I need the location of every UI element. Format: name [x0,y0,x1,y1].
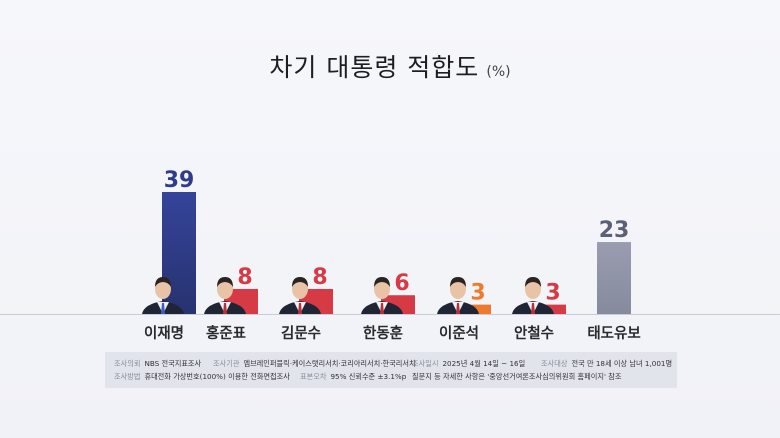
category-label-2: 홍준표 [206,324,246,342]
survey-date: 조사일시 2025년 4월 14일 ~ 16일 [412,359,526,368]
survey-info-footer: 조사의뢰 NBS 전국지표조사 조사기관 엠브레인퍼블릭·케이스탯리서치·코리아리서… [105,352,677,388]
candidate-photo-6 [512,277,554,314]
value-label-1: 39 [164,168,195,193]
candidate-photo-1 [142,277,184,314]
category-label-1: 이재명 [144,324,184,342]
value-label-3: 8 [312,265,327,290]
survey-requester: 조사의뢰 NBS 전국지표조사 [114,359,202,368]
category-label-4: 한동훈 [363,324,403,342]
chart-title: 차기 대통령 적합도 [269,53,480,82]
survey-margin: 표본오차 95% 신뢰수준 ±3.1%p [300,372,407,381]
chart-unit: (%) [486,64,511,80]
survey-note: 질문지 등 자세한 사항은 '중앙선거여론조사심의위원회 홈페이지' 참조 [412,372,622,381]
survey-agency: 조사기관 엠브레인퍼블릭·케이스탯리서치·코리아리서치·한국리서치 [213,359,416,368]
survey-info-row-2: 조사방법 휴대전화 가상번호(100%) 이용한 전화면접조사 표본오차 95% 신… [105,372,677,386]
value-label-5: 3 [470,281,485,306]
survey-target: 조사대상 전국 만 18세 이상 남녀 1,001명 [541,359,673,368]
category-label-7: 태도유보 [587,325,640,342]
value-label-2: 8 [237,265,252,290]
candidate-photo-2 [204,277,246,314]
value-label-4: 6 [394,271,409,296]
value-label-6: 3 [545,281,560,306]
category-label-6: 안철수 [514,324,554,342]
candidate-photo-3 [279,277,321,314]
candidate-photo-4 [361,277,403,314]
candidate-photo-5 [437,277,479,314]
category-label-5: 이준석 [439,324,479,342]
chart-title-block: 차기 대통령 적합도 (%) [0,48,780,84]
bar-7 [597,242,631,314]
survey-info-row-1: 조사의뢰 NBS 전국지표조사 조사기관 엠브레인퍼블릭·케이스탯리서치·코리아리서… [105,359,677,373]
survey-method: 조사방법 휴대전화 가상번호(100%) 이용한 전화면접조사 [114,372,290,381]
value-label-7: 23 [599,218,630,243]
category-label-3: 김문수 [281,324,321,342]
